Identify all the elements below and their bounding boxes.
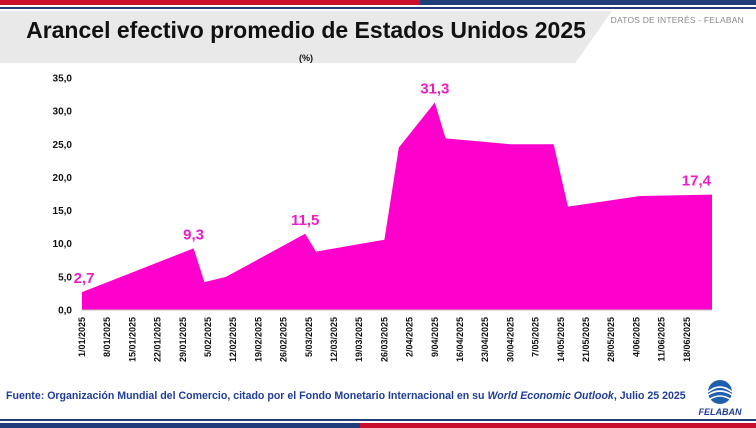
globe-logo-icon xyxy=(707,380,733,404)
unit-label: (%) xyxy=(299,53,313,63)
data-labels: 2,7 9,3 11,5 31,3 17,4 xyxy=(74,81,712,288)
data-label: 17,4 xyxy=(682,173,712,190)
section-tag: DATOS DE INTERÉS - FELABAN xyxy=(610,15,744,25)
y-tick-label: 0,0 xyxy=(58,306,72,317)
area-fill xyxy=(82,102,712,310)
bottom-accent-line xyxy=(0,419,756,421)
data-label: 11,5 xyxy=(291,212,319,229)
x-tick-label: 7/05/2025 xyxy=(531,317,541,357)
y-tick-label: 15,0 xyxy=(53,206,73,217)
y-tick-label: 10,0 xyxy=(53,239,73,250)
top-accent-line xyxy=(0,7,756,9)
y-tick-label: 35,0 xyxy=(53,74,73,85)
area-series xyxy=(82,102,712,311)
title-band xyxy=(0,11,612,63)
bottom-accent-bar xyxy=(0,423,756,428)
top-accent-bar xyxy=(0,0,756,5)
x-tick-label: 19/03/2025 xyxy=(354,317,364,362)
x-axis: 1/01/2025 8/01/2025 15/01/2025 22/01/2025 29… xyxy=(77,317,692,362)
x-tick-label: 4/06/2025 xyxy=(631,317,641,357)
x-tick-label: 26/02/2025 xyxy=(279,317,289,362)
y-tick-label: 20,0 xyxy=(53,173,73,184)
data-label: 2,7 xyxy=(74,270,95,287)
x-tick-label: 12/03/2025 xyxy=(329,317,339,362)
x-tick-label: 15/01/2025 xyxy=(127,317,137,362)
x-tick-label: 29/01/2025 xyxy=(178,317,188,362)
y-tick-label: 5,0 xyxy=(58,272,72,283)
data-label: 9,3 xyxy=(183,226,204,243)
x-tick-label: 30/04/2025 xyxy=(505,317,515,362)
y-axis: 0,0 5,0 10,0 15,0 20,0 25,0 30,0 35,0 xyxy=(53,74,73,317)
y-tick-label: 30,0 xyxy=(53,107,73,118)
x-tick-label: 26/03/2025 xyxy=(379,317,389,362)
x-tick-label: 8/01/2025 xyxy=(102,317,112,357)
logo-text: FELABAN xyxy=(698,407,742,417)
x-tick-label: 5/03/2025 xyxy=(304,317,314,357)
x-tick-label: 21/05/2025 xyxy=(581,317,591,362)
x-tick-label: 12/02/2025 xyxy=(228,317,238,362)
source-suffix: , Julio 25 2025 xyxy=(613,390,686,402)
x-tick-label: 14/05/2025 xyxy=(556,317,566,362)
source-italic: World Economic Outlook xyxy=(487,390,614,402)
data-label: 31,3 xyxy=(420,81,449,98)
x-tick-label: 11/06/2025 xyxy=(657,317,667,362)
x-tick-label: 9/04/2025 xyxy=(430,317,440,357)
x-tick-label: 19/02/2025 xyxy=(253,317,263,362)
chart-title: Arancel efectivo promedio de Estados Uni… xyxy=(26,17,586,43)
x-tick-label: 16/04/2025 xyxy=(455,317,465,362)
x-tick-label: 1/01/2025 xyxy=(77,317,87,357)
source-prefix: Fuente: Organización Mundial del Comerci… xyxy=(6,390,488,402)
source-note: Fuente: Organización Mundial del Comerci… xyxy=(6,390,686,402)
x-tick-label: 5/02/2025 xyxy=(203,317,213,357)
x-tick-label: 18/06/2025 xyxy=(682,317,692,362)
area-chart: 0,0 5,0 10,0 15,0 20,0 25,0 30,0 35,0 1/01/2025… xyxy=(53,74,712,362)
x-tick-label: 28/05/2025 xyxy=(606,317,616,362)
x-tick-label: 2/04/2025 xyxy=(405,317,415,357)
x-tick-label: 23/04/2025 xyxy=(480,317,490,362)
x-tick-label: 22/01/2025 xyxy=(153,317,163,362)
y-tick-label: 25,0 xyxy=(53,140,73,151)
